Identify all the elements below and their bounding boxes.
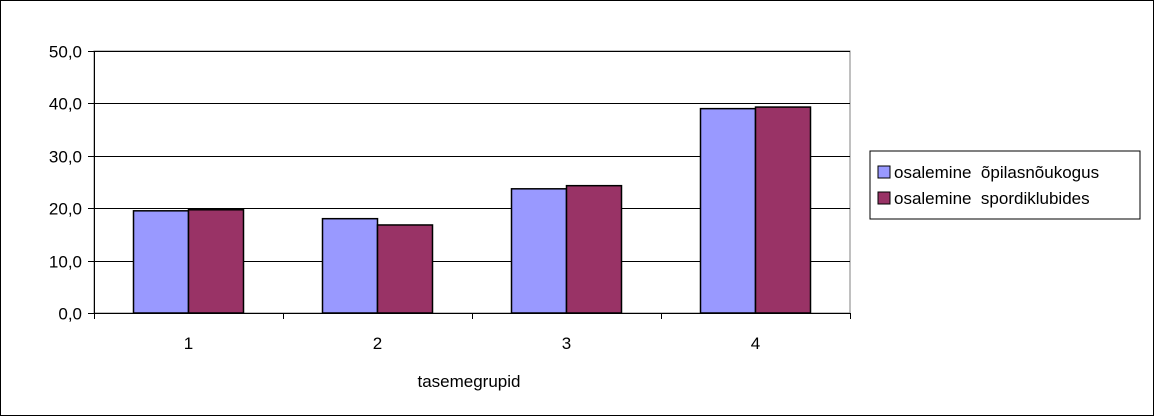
tick-labels: 0,0 10,0 20,0 30,0 40,0 50,0 1 2 3 4 <box>49 43 760 354</box>
bar <box>565 184 623 314</box>
bar <box>187 209 245 314</box>
legend-box <box>869 150 1141 220</box>
legend-label: osalemine spordiklubides <box>894 189 1090 208</box>
y-tick-label: 20,0 <box>49 200 82 219</box>
y-tick-label: 50,0 <box>49 43 82 62</box>
x-axis-title: tasemegrupid <box>417 372 520 391</box>
legend-swatch <box>877 191 891 205</box>
bar <box>510 188 568 314</box>
y-tick-label: 30,0 <box>49 148 82 167</box>
bar <box>132 210 190 314</box>
bars <box>132 106 812 314</box>
y-tick-label: 40,0 <box>49 95 82 114</box>
x-tick-label: 1 <box>184 334 193 353</box>
bar <box>754 106 812 314</box>
legend-swatch <box>877 165 891 179</box>
legend-label: osalemine õpilasnõukogus <box>894 163 1099 182</box>
bar <box>376 224 434 314</box>
legend: osalemine õpilasnõukogus osalemine spordi… <box>869 150 1141 220</box>
y-tick-label: 0,0 <box>58 305 82 324</box>
x-tick-label: 2 <box>373 334 382 353</box>
y-tick-label: 10,0 <box>49 253 82 272</box>
bar <box>321 217 379 314</box>
x-tick-label: 4 <box>751 334 760 353</box>
x-tick-label: 3 <box>562 334 571 353</box>
bar <box>699 107 757 314</box>
axes <box>88 51 851 319</box>
